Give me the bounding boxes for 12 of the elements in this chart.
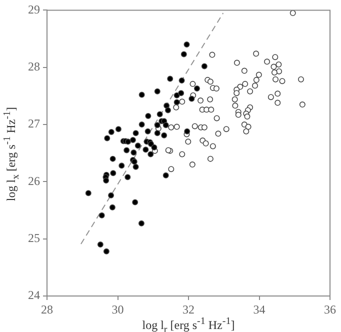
y-tick-label: 27 bbox=[28, 116, 40, 131]
x-tick-label: 30 bbox=[112, 302, 124, 316]
x-tick-label: 34 bbox=[253, 302, 266, 316]
y-tick-label: 25 bbox=[28, 230, 40, 245]
x-axis-title: log l$_{r}$ [erg s$^{-1}$ Hz$^{-1}$] bbox=[142, 316, 235, 332]
x-tick-label: 36 bbox=[324, 302, 336, 316]
y-tick-label: 24 bbox=[28, 288, 40, 302]
y-tick-label: 28 bbox=[28, 60, 40, 74]
x-tick-label: 32 bbox=[182, 302, 194, 316]
x-tick-label: 28 bbox=[41, 302, 53, 316]
y-tick-label: 26 bbox=[28, 174, 40, 188]
y-tick-label: 29 bbox=[28, 2, 40, 16]
